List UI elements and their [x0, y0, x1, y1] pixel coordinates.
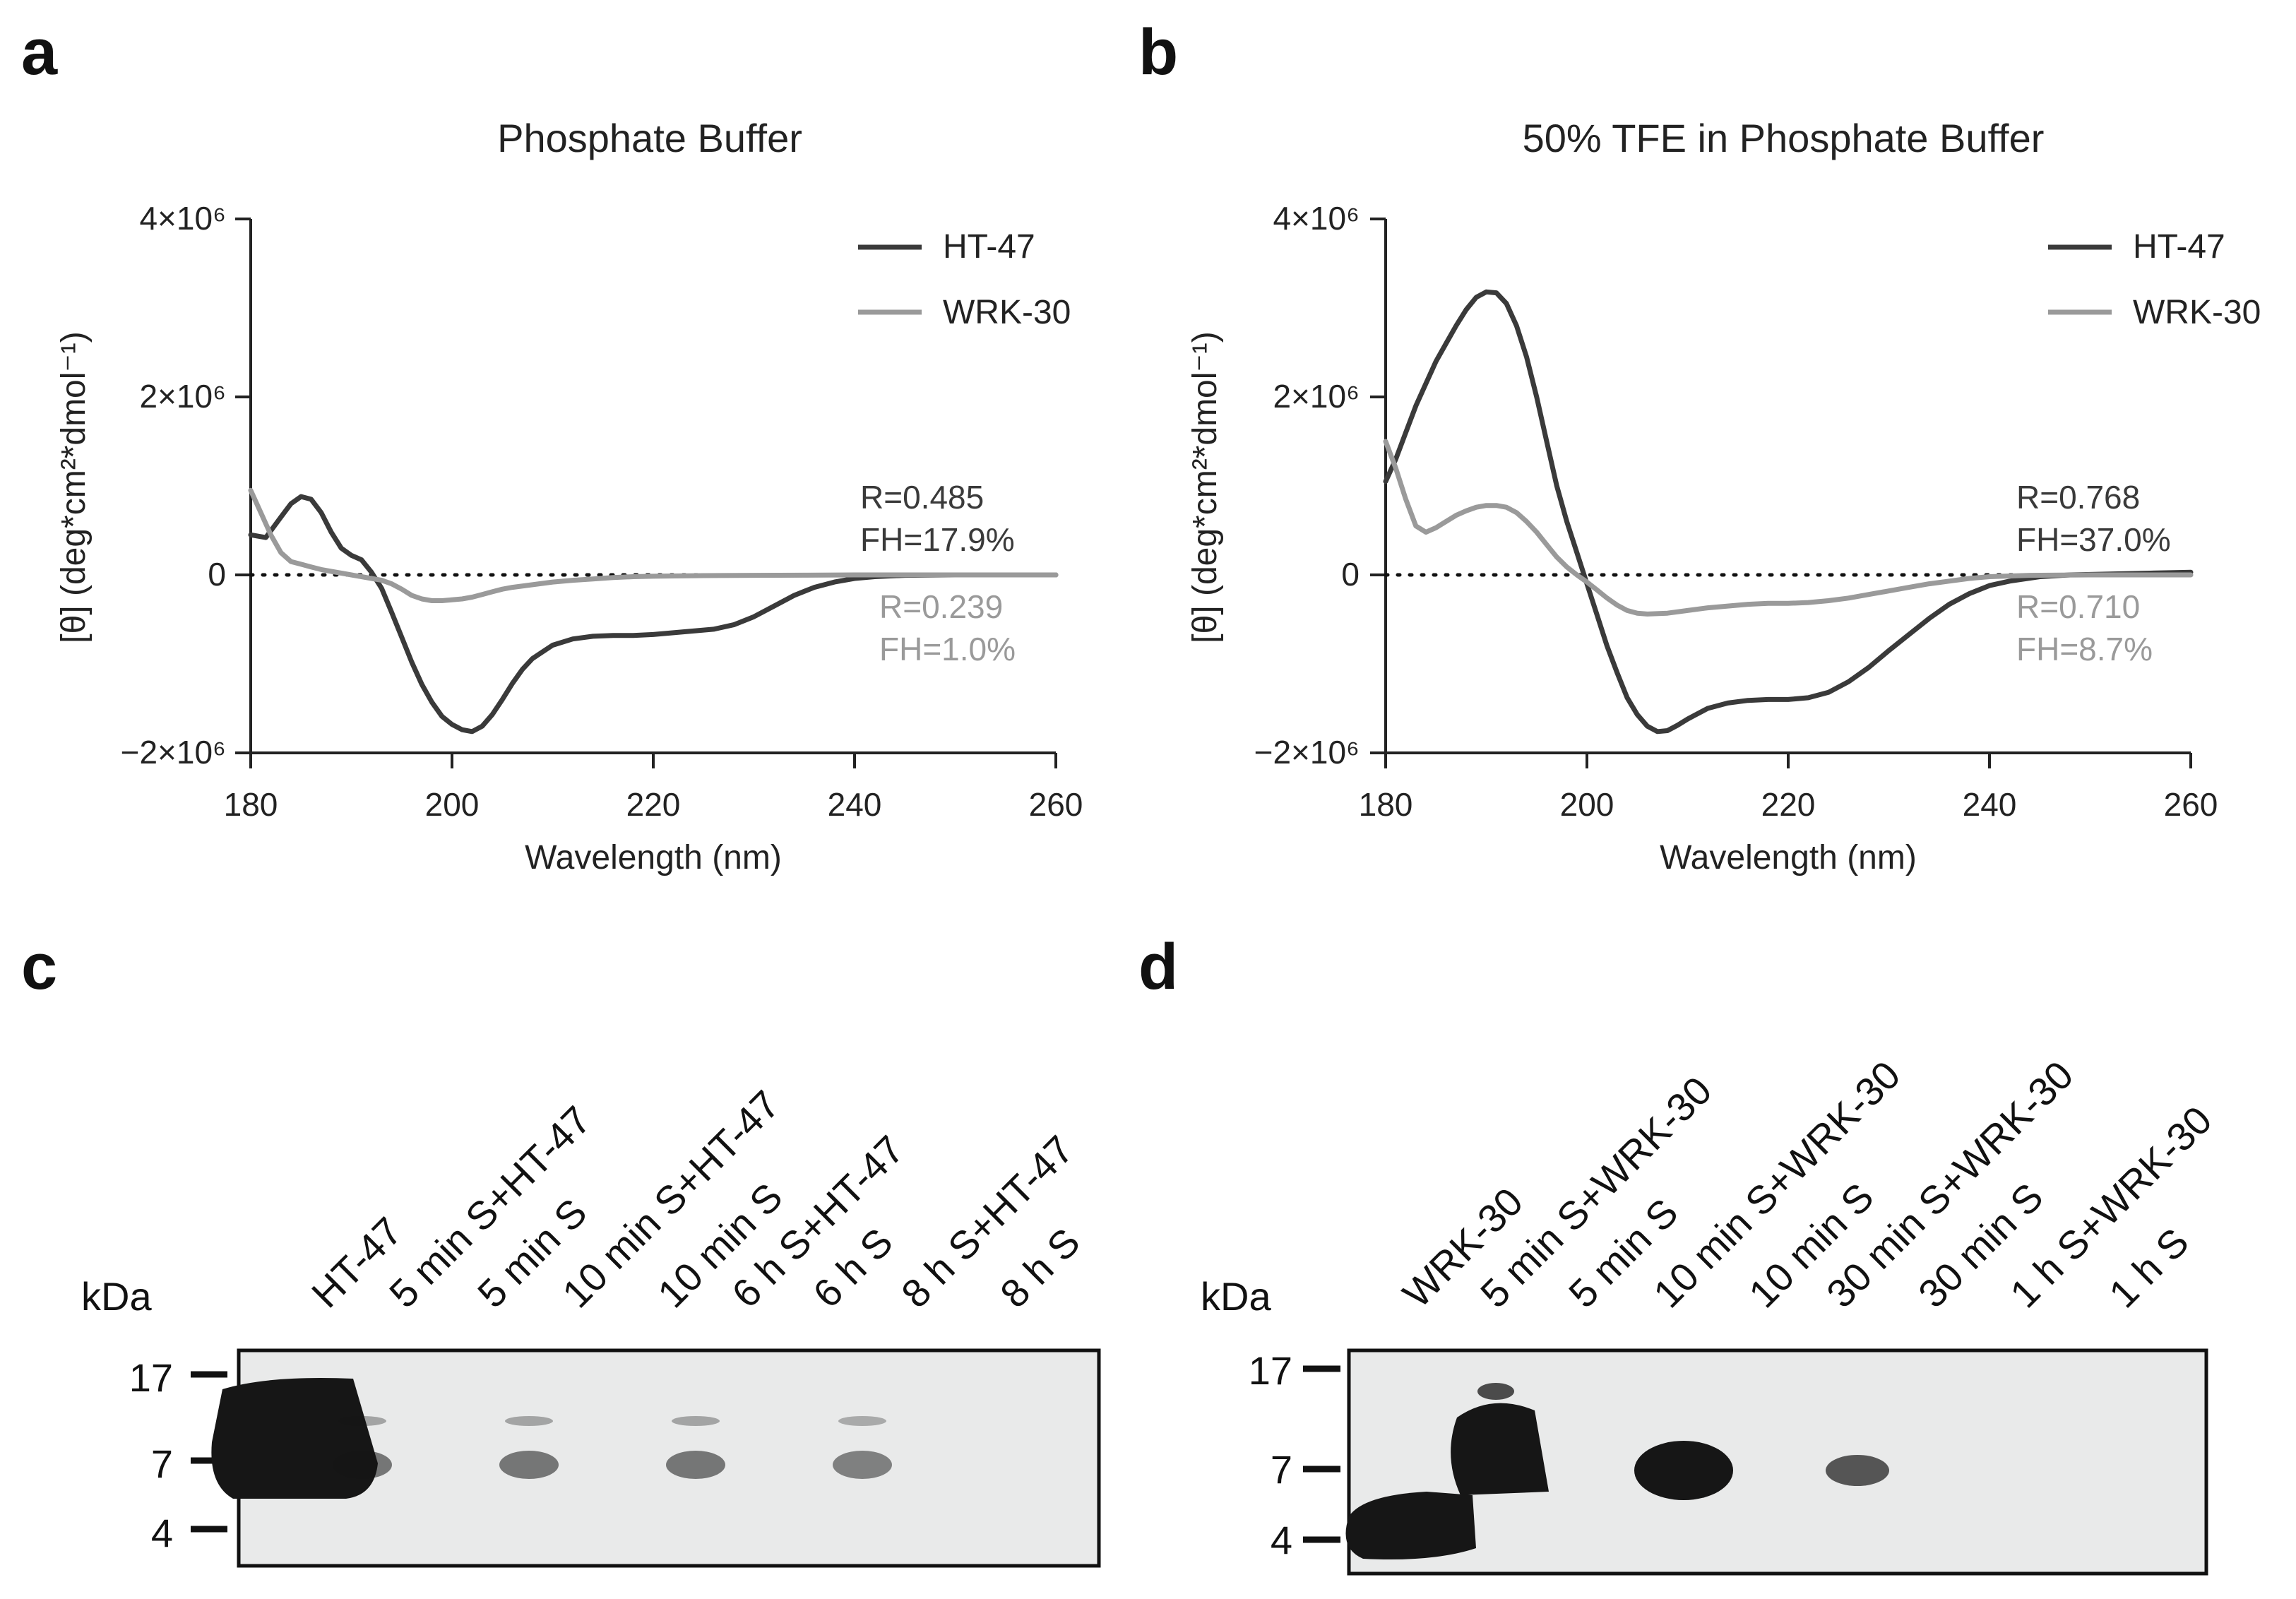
chart-b-ylabel: [θ] (deg*cm²*dmol⁻¹) — [1186, 331, 1224, 643]
chart-a-xtick-200: 200 — [425, 786, 480, 823]
chart-a-ytick-0: 0 — [208, 556, 226, 593]
blot-d-kda-label: kDa — [1201, 1274, 1271, 1319]
blot-d-marker-7: 7 — [1271, 1447, 1292, 1492]
chart-b-series-wrk-30 — [1383, 439, 2194, 617]
chart-b-ht47-r: R=0.768 — [2016, 479, 2140, 516]
chart-b-ht47-fh: FH=37.0% — [2016, 521, 2171, 558]
blot-d-marker-4: 4 — [1271, 1518, 1292, 1562]
panel-letter-b: b — [1138, 16, 1178, 88]
blot-c-band-upper — [505, 1416, 553, 1426]
chart-b-y-ticks: 4×10⁶ 2×10⁶ 0 −2×10⁶ — [1254, 200, 1360, 771]
blot-d-band — [1634, 1441, 1733, 1500]
chart-b-x-ticks: 180 200 220 240 260 — [1359, 786, 2218, 823]
chart-a-ytick-4e6: 4×10⁶ — [139, 200, 226, 237]
chart-a-xtick-180: 180 — [224, 786, 278, 823]
chart-b-ytick-neg2e6: −2×10⁶ — [1254, 734, 1360, 771]
chart-a-xtick-240: 240 — [828, 786, 882, 823]
chart-a-ht47-fh: FH=17.9% — [860, 521, 1015, 558]
chart-a-annotations: R=0.485 FH=17.9% R=0.239 FH=1.0% — [860, 479, 1016, 667]
panel-letter-d: d — [1138, 931, 1178, 1003]
chart-a-ylabel: [θ] (deg*cm²*dmol⁻¹) — [55, 331, 93, 643]
chart-a-title: Phosphate Buffer — [497, 116, 802, 160]
blot-c-band-upper — [838, 1416, 886, 1426]
blot-c-marker-17: 17 — [129, 1355, 173, 1400]
chart-b-xtick-200: 200 — [1560, 786, 1614, 823]
chart-b-ytick-0: 0 — [1341, 556, 1360, 593]
chart-a-legend-wrk30: WRK-30 — [943, 294, 1071, 331]
chart-a-wrk30-r: R=0.239 — [879, 588, 1003, 625]
chart-b-xtick-260: 260 — [2164, 786, 2218, 823]
chart-b-xtick-240: 240 — [1963, 786, 2017, 823]
blot-c-marker-4: 4 — [151, 1511, 173, 1555]
chart-b-wrk30-r: R=0.710 — [2016, 588, 2140, 625]
chart-b-series-ht-47 — [1383, 289, 2194, 735]
chart-a-series-wrk-30 — [248, 487, 1059, 603]
blot-c-band — [833, 1451, 892, 1479]
blot-d-marker-17: 17 — [1249, 1348, 1292, 1393]
chart-a-ytick-neg2e6: −2×10⁶ — [121, 734, 226, 771]
blot-d-markers: 17 7 4 — [1249, 1348, 1292, 1562]
chart-a-legend: HT-47 WRK-30 — [943, 228, 1071, 331]
blot-c-marker-7: 7 — [151, 1442, 173, 1486]
chart-a-series-ht-47 — [248, 494, 1059, 735]
chart-b-title: 50% TFE in Phosphate Buffer — [1523, 116, 2045, 160]
blot-d-band-upper — [1477, 1383, 1514, 1400]
cd-chart-a: Phosphate Buffer 4×10⁶ 2×10⁶ 0 −2×10⁶ 18… — [55, 116, 1083, 876]
chart-a-legend-ht47: HT-47 — [943, 228, 1035, 266]
blot-c-band — [211, 1378, 378, 1499]
blot-d-band — [1345, 1492, 1476, 1559]
chart-a-y-ticks: 4×10⁶ 2×10⁶ 0 −2×10⁶ — [121, 200, 226, 771]
blot-c-band-upper — [672, 1416, 720, 1426]
chart-b-ytick-4e6: 4×10⁶ — [1273, 200, 1360, 237]
blot-c-band-upper — [338, 1416, 386, 1426]
chart-a-xtick-220: 220 — [626, 786, 681, 823]
chart-b-xtick-220: 220 — [1761, 786, 1816, 823]
chart-b-legend-wrk30: WRK-30 — [2133, 294, 2261, 331]
chart-a-xlabel: Wavelength (nm) — [525, 839, 782, 876]
blot-c-kda-label: kDa — [81, 1274, 152, 1319]
chart-b-ytick-2e6: 2×10⁶ — [1273, 378, 1360, 415]
cd-chart-b: 50% TFE in Phosphate Buffer 4×10⁶ 2×10⁶ … — [1186, 116, 2261, 876]
chart-b-xlabel: Wavelength (nm) — [1660, 839, 1917, 876]
chart-a-ht47-r: R=0.485 — [860, 479, 984, 516]
blot-c-band — [666, 1451, 725, 1479]
chart-b-wrk30-fh: FH=8.7% — [2016, 631, 2153, 667]
chart-a-wrk30-fh: FH=1.0% — [879, 631, 1016, 667]
chart-a-x-ticks: 180 200 220 240 260 — [224, 786, 1083, 823]
chart-b-legend: HT-47 WRK-30 — [2133, 228, 2261, 331]
blot-c-markers: 17 7 4 — [129, 1355, 173, 1555]
chart-b-annotations: R=0.768 FH=37.0% R=0.710 FH=8.7% — [2016, 479, 2171, 667]
chart-b-xtick-180: 180 — [1359, 786, 1413, 823]
blot-d-band — [1826, 1455, 1889, 1486]
blot-d-band — [1451, 1403, 1549, 1495]
chart-a-xtick-260: 260 — [1029, 786, 1083, 823]
blot-c-band — [333, 1451, 392, 1479]
chart-a-ytick-2e6: 2×10⁶ — [139, 378, 226, 415]
panel-letter-a: a — [21, 16, 58, 88]
panel-letter-c: c — [21, 931, 57, 1003]
chart-b-legend-ht47: HT-47 — [2133, 228, 2225, 266]
blot-c-band — [499, 1451, 559, 1479]
